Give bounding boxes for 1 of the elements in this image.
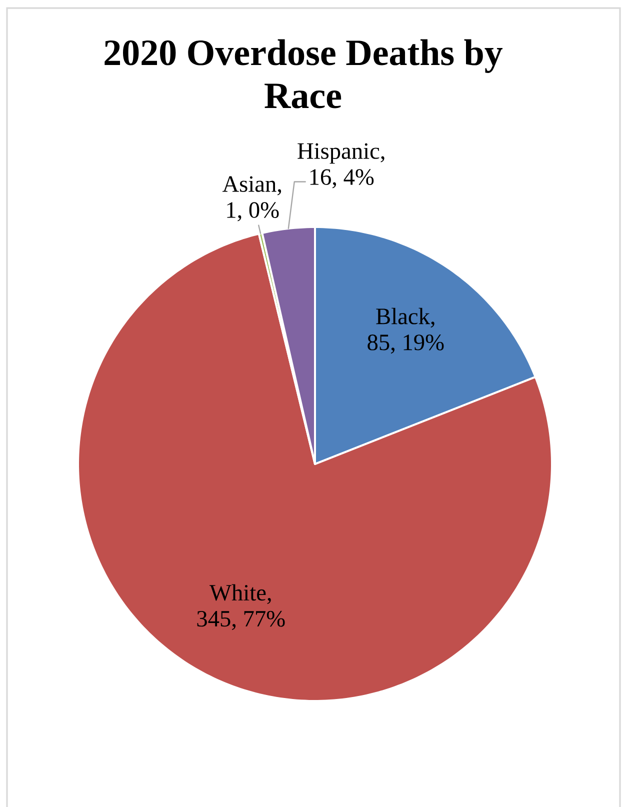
chart-title: 2020 Overdose Deaths by Race bbox=[104, 39, 503, 108]
